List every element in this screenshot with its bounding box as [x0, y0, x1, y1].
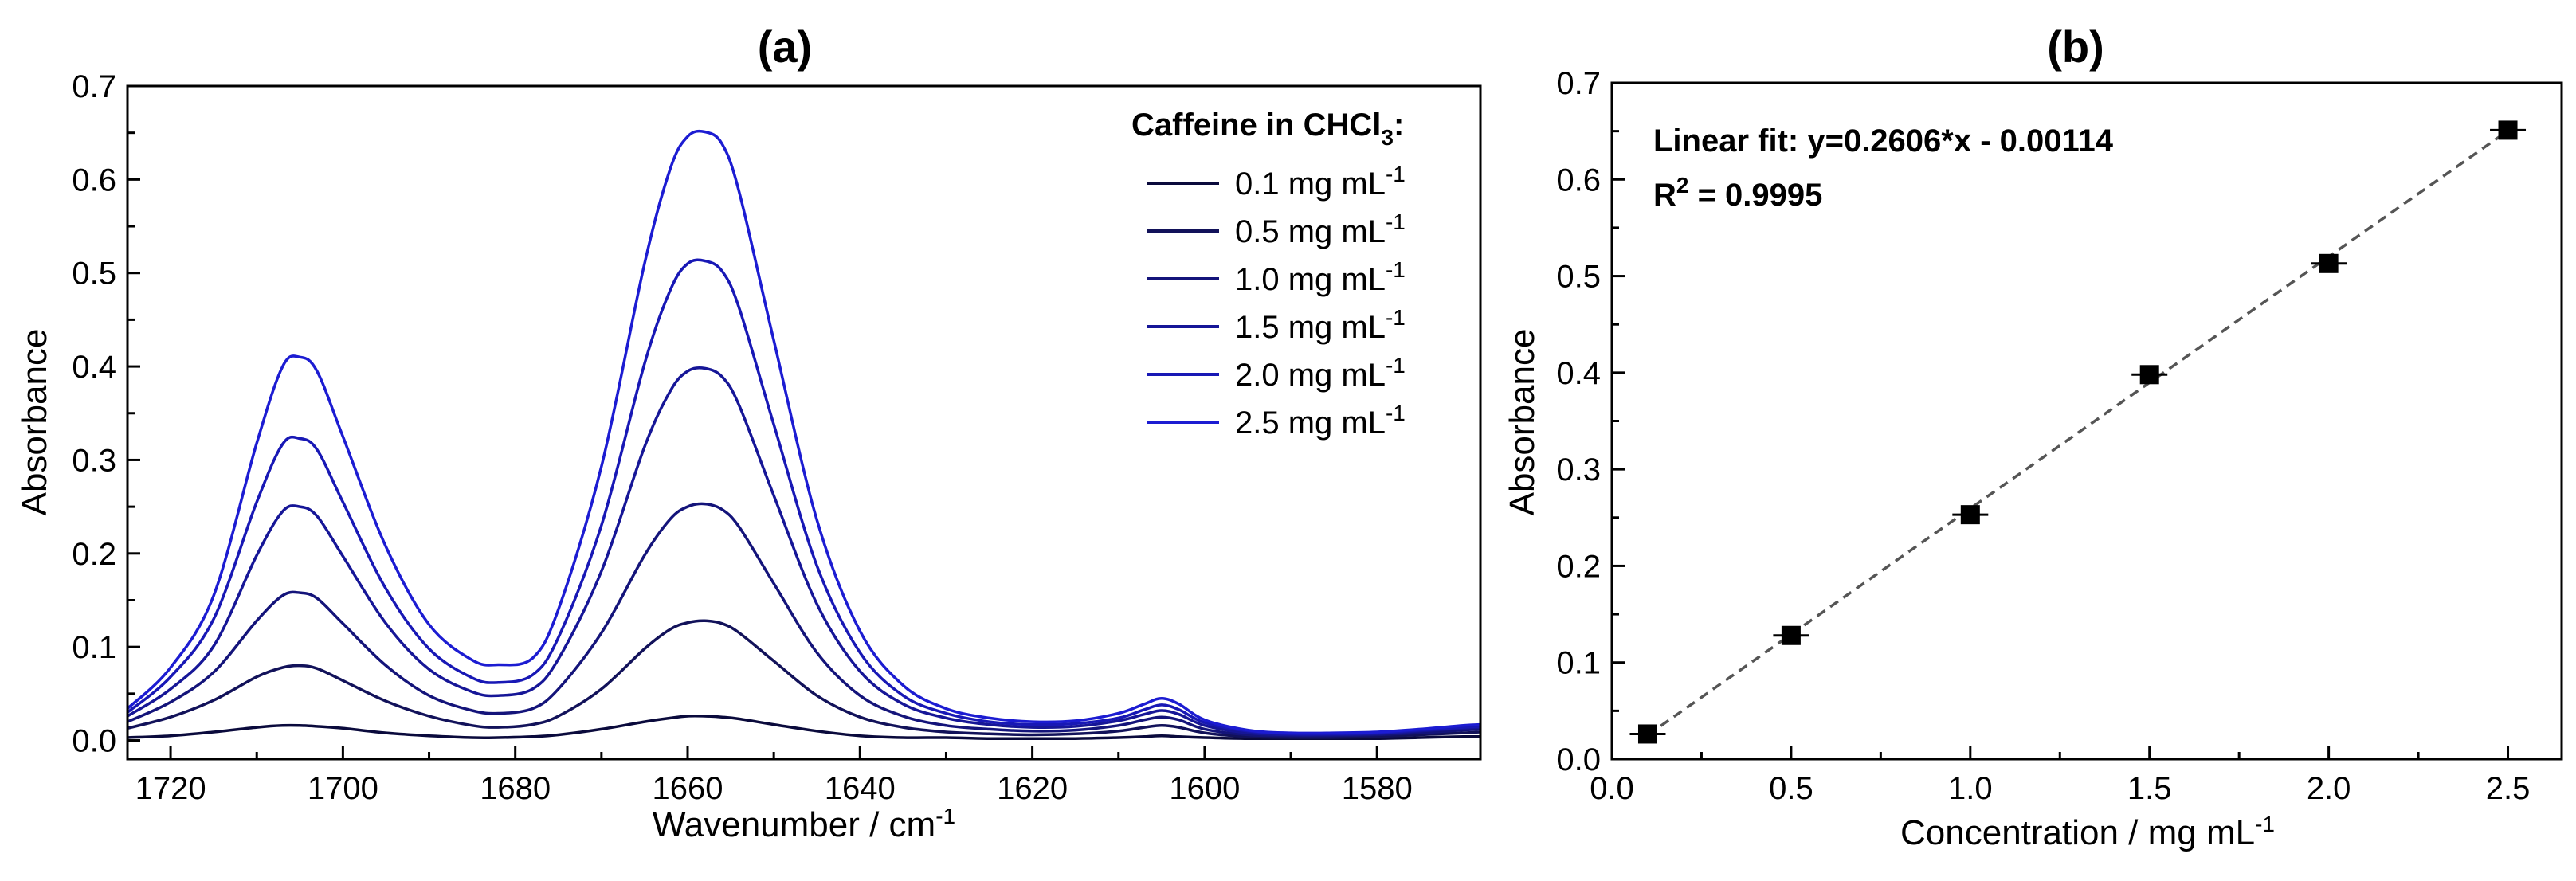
x-tick-label: 1680: [480, 771, 551, 806]
x-tick-label: 1.0: [1948, 771, 1993, 806]
data-point: [2319, 253, 2339, 273]
panel-a: (a) 1720 1700 1680 1660 1640 1620 1600 1580 0.0…: [15, 22, 1482, 844]
x-tick-label: 1580: [1342, 771, 1413, 806]
series-line-1: [127, 715, 1481, 741]
panel-a-x-axis-title-sup: -1: [935, 804, 955, 828]
y-tick-label: 0.2: [1556, 549, 1601, 584]
y-tick-label: 0.2: [72, 537, 116, 572]
legend-items: 0.1 mg mL-1 0.5 mg mL-1 1.0 mg mL-1 1.5 mg …: [1147, 162, 1406, 440]
panel-a-x-axis-title: Wavenumber / cm-1: [653, 804, 955, 844]
data-point: [1637, 724, 1657, 744]
legend-label: 1.0 mg mL-1: [1235, 257, 1406, 297]
fit-equation-label: Linear fit: y=0.2606*x - 0.00114: [1653, 123, 2114, 159]
panel-b-title: (b): [2047, 22, 2104, 72]
y-tick-label: 0.6: [72, 162, 116, 198]
y-tick-label: 0.1: [72, 630, 116, 665]
y-tick-label: 0.7: [1556, 66, 1601, 101]
panel-b-x-ticks: 0.0 0.5 1.0 1.5 2.0 2.5: [1590, 746, 2531, 806]
data-point: [1781, 625, 1801, 645]
series-line-3: [127, 502, 1481, 738]
panel-b-fit-line: [1646, 129, 2509, 737]
legend-label: 1.5 mg mL-1: [1235, 305, 1406, 345]
x-tick-label: 1620: [997, 771, 1068, 806]
data-point: [2139, 365, 2159, 385]
panel-a-y-axis-title: Absorbance: [15, 329, 54, 516]
series-line-5: [126, 258, 1481, 736]
panel-b-x-axis-title: Concentration / mg mL-1: [1900, 812, 2275, 852]
panel-b-x-axis-title-sup: -1: [2255, 812, 2275, 836]
panel-a-y-ticks: 0.0 0.1 0.2 0.3 0.4 0.5 0.6 0.7: [72, 69, 140, 759]
y-tick-label: 0.4: [1556, 356, 1601, 391]
legend-title: Caffeine in CHCl3:: [1131, 108, 1404, 150]
y-tick-label: 0.0: [1556, 742, 1601, 777]
x-tick-label: 1660: [653, 771, 723, 806]
y-tick-label: 0.0: [72, 724, 116, 759]
y-tick-label: 0.5: [72, 256, 116, 292]
y-tick-label: 0.4: [72, 350, 116, 385]
series-line-4: [127, 366, 1481, 737]
panel-b-y-axis-title: Absorbance: [1503, 329, 1542, 516]
y-tick-label: 0.3: [1556, 452, 1601, 487]
fit-line: [1646, 129, 2509, 737]
y-tick-label: 0.7: [72, 69, 116, 104]
panel-a-series-lines: [126, 129, 1481, 741]
panel-a-legend: Caffeine in CHCl3: 0.1 mg mL-1 0.5 mg mL-…: [1131, 108, 1406, 440]
x-tick-label: 0.5: [1769, 771, 1813, 806]
legend-title-main: Caffeine in CHCl: [1131, 108, 1381, 143]
panel-a-title: (a): [758, 22, 812, 72]
x-tick-label: 1640: [825, 771, 896, 806]
x-tick-label: 2.0: [2307, 771, 2351, 806]
fit-r2-tail: = 0.9995: [1688, 178, 1822, 213]
y-tick-label: 0.6: [1556, 162, 1601, 198]
y-tick-label: 0.5: [1556, 260, 1601, 295]
x-tick-label: 1.5: [2127, 771, 2172, 806]
x-tick-label: 1720: [135, 771, 206, 806]
fit-r2-sup: 2: [1676, 173, 1689, 198]
panel-b-points: [1629, 120, 2527, 744]
y-tick-label: 0.3: [72, 443, 116, 478]
x-tick-label: 1600: [1169, 771, 1240, 806]
x-tick-label: 1700: [308, 771, 378, 806]
series-line-2: [127, 619, 1481, 739]
legend-label: 0.5 mg mL-1: [1235, 209, 1406, 249]
panel-b-y-ticks: 0.0 0.1 0.2 0.3 0.4 0.5 0.6 0.7: [1556, 66, 1625, 777]
fit-r2-prefix: R: [1653, 178, 1676, 213]
panel-b: (b) 0.0 0.5 1.0 1.5 2.0 2.5 0.00.10.20.30.40.…: [1503, 22, 2563, 852]
panel-a-x-axis-title-main: Wavenumber / cm: [653, 805, 935, 844]
panel-a-frame: [126, 84, 1482, 761]
legend-title-sub: 3: [1381, 125, 1394, 150]
fit-r2-label: R2 = 0.9995: [1653, 173, 1822, 213]
y-tick-label: 0.1: [1556, 646, 1601, 681]
panel-a-x-ticks: 1720 1700 1680 1660 1640 1620 1600 1580: [135, 746, 1413, 806]
x-tick-label: 0.0: [1590, 771, 1634, 806]
legend-label: 2.0 mg mL-1: [1235, 353, 1406, 393]
data-point: [2498, 120, 2518, 140]
series-line-6: [126, 129, 1481, 735]
x-tick-label: 2.5: [2486, 771, 2531, 806]
legend-label: 0.1 mg mL-1: [1235, 162, 1406, 202]
legend-label: 2.5 mg mL-1: [1235, 401, 1406, 440]
legend-title-tail: :: [1394, 108, 1404, 143]
panel-b-x-axis-title-main: Concentration / mg mL: [1900, 813, 2255, 852]
data-point: [1960, 505, 1980, 525]
